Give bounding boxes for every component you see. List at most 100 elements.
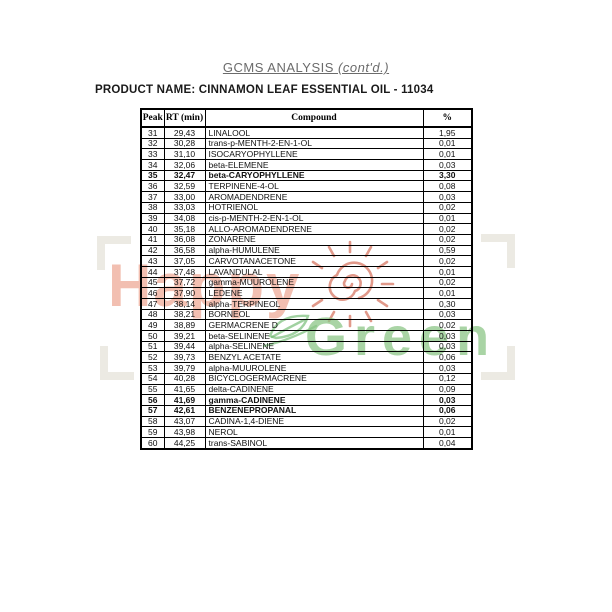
compound-cell: gamma-MUUROLENE [204, 276, 424, 289]
table-row: 40 35,18 ALLO-AROMADENDRENE 0,02 [140, 223, 473, 235]
compound-cell: NEROL [204, 426, 424, 438]
peak-cell: 37 [140, 191, 165, 203]
rt-cell: 44,25 [163, 436, 206, 450]
compound-cell: CADINA-1,4-DIENE [204, 415, 424, 428]
rt-cell: 41,69 [163, 394, 206, 406]
percent-cell: 0,30 [422, 298, 473, 310]
peak-cell: 58 [140, 415, 165, 428]
frame-bracket-top-right-icon [481, 234, 515, 268]
compound-cell: alpha-SELINENE [204, 340, 424, 353]
rt-cell: 38,14 [163, 298, 206, 310]
table-row: 55 41,65 delta-CADINENE 0,09 [140, 383, 473, 396]
compound-cell: BENZENEPROPANAL [204, 404, 424, 417]
table-row: 44 37,48 LAVANDULAL 0,01 [140, 265, 473, 278]
peak-cell: 45 [140, 276, 165, 289]
percent-cell: 0,01 [422, 287, 473, 299]
percent-cell: 0,04 [422, 436, 473, 450]
rt-cell: 32,47 [163, 169, 206, 182]
rt-cell: 38,21 [163, 308, 206, 321]
rt-cell: 37,72 [163, 276, 206, 289]
percent-cell: 0,03 [422, 308, 473, 321]
rt-cell: 43,98 [163, 426, 206, 438]
percent-cell: 0,02 [422, 255, 473, 267]
percent-cell: 0,02 [422, 233, 473, 246]
compound-cell: AROMADENDRENE [204, 191, 424, 203]
frame-bracket-bottom-right-icon [481, 346, 515, 380]
compound-cell: alpha-MUUROLENE [204, 362, 424, 374]
table-row: 34 32,06 beta-ELEMENE 0,03 [140, 159, 473, 171]
header-percent: % [422, 108, 473, 128]
table-row: 50 39,21 beta-SELINENE 0,03 [140, 330, 473, 342]
compound-cell: gamma-CADINENE [204, 394, 424, 406]
compound-cell: ZONARENE [204, 233, 424, 246]
table-row: 60 44,25 trans-SABINOL 0,04 [140, 436, 473, 450]
table-row: 32 30,28 trans-p-MENTH-2-EN-1-OL 0,01 [140, 137, 473, 150]
peak-cell: 34 [140, 159, 165, 171]
percent-cell: 0,09 [422, 383, 473, 396]
table-row: 45 37,72 gamma-MUUROLENE 0,02 [140, 276, 473, 289]
rt-cell: 33,00 [163, 191, 206, 203]
peak-cell: 43 [140, 255, 165, 267]
page-title-cont: (cont'd.) [338, 60, 390, 75]
rt-cell: 32,59 [163, 180, 206, 193]
peak-cell: 59 [140, 426, 165, 438]
percent-cell: 0,02 [422, 415, 473, 428]
peak-cell: 39 [140, 212, 165, 225]
table-row: 38 33,03 HOTRIENOL 0,02 [140, 201, 473, 214]
frame-bracket-bottom-left-icon [100, 346, 134, 380]
peak-cell: 50 [140, 330, 165, 342]
table-header-row: Peak RT (min) Compound % [140, 108, 473, 128]
peak-cell: 35 [140, 169, 165, 182]
table-row: 31 29,43 LINALOOL 1,95 [140, 126, 473, 139]
compound-cell: LEDENE [204, 287, 424, 299]
compound-cell: trans-SABINOL [204, 436, 424, 450]
compound-cell: trans-p-MENTH-2-EN-1-OL [204, 137, 424, 150]
peak-cell: 55 [140, 383, 165, 396]
rt-cell: 35,18 [163, 223, 206, 235]
rt-cell: 34,08 [163, 212, 206, 225]
rt-cell: 36,08 [163, 233, 206, 246]
rt-cell: 38,89 [163, 319, 206, 332]
table-row: 56 41,69 gamma-CADINENE 0,03 [140, 394, 473, 406]
compound-cell: alpha-TERPINEOL [204, 298, 424, 310]
peak-cell: 54 [140, 372, 165, 385]
compound-cell: alpha-HUMULENE [204, 244, 424, 257]
compound-cell: ALLO-AROMADENDRENE [204, 223, 424, 235]
rt-cell: 29,43 [163, 126, 206, 139]
percent-cell: 1,95 [422, 126, 473, 139]
table-row: 47 38,14 alpha-TERPINEOL 0,30 [140, 298, 473, 310]
table-row: 49 38,89 GERMACRENE D 0,02 [140, 319, 473, 332]
compound-cell: TERPINENE-4-OL [204, 180, 424, 193]
rt-cell: 39,44 [163, 340, 206, 353]
compound-cell: BENZYL ACETATE [204, 351, 424, 364]
rt-cell: 33,03 [163, 201, 206, 214]
peak-cell: 32 [140, 137, 165, 150]
percent-cell: 0,02 [422, 319, 473, 332]
peak-cell: 53 [140, 362, 165, 374]
header-compound: Compound [204, 108, 424, 128]
page-title: GCMS ANALYSIS (cont'd.) [0, 60, 612, 75]
peak-cell: 36 [140, 180, 165, 193]
peak-cell: 60 [140, 436, 165, 450]
rt-cell: 37,48 [163, 265, 206, 278]
table-row: 52 39,73 BENZYL ACETATE 0,06 [140, 351, 473, 364]
percent-cell: 0,08 [422, 180, 473, 193]
peak-cell: 44 [140, 265, 165, 278]
table-row: 39 34,08 cis-p-MENTH-2-EN-1-OL 0,01 [140, 212, 473, 225]
page-title-main: GCMS ANALYSIS [222, 60, 339, 75]
percent-cell: 0,03 [422, 330, 473, 342]
peak-cell: 41 [140, 233, 165, 246]
rt-cell: 40,28 [163, 372, 206, 385]
rt-cell: 43,07 [163, 415, 206, 428]
header-rt: RT (min) [163, 108, 206, 128]
percent-cell: 0,01 [422, 426, 473, 438]
table-row: 35 32,47 beta-CARYOPHYLLENE 3,30 [140, 169, 473, 182]
rt-cell: 32,06 [163, 159, 206, 171]
table-row: 54 40,28 BICYCLOGERMACRENE 0,12 [140, 372, 473, 385]
percent-cell: 0,02 [422, 201, 473, 214]
product-name-label: PRODUCT NAME: CINNAMON LEAF ESSENTIAL OI… [95, 84, 434, 96]
rt-cell: 42,61 [163, 404, 206, 417]
table-row: 41 36,08 ZONARENE 0,02 [140, 233, 473, 246]
peak-cell: 40 [140, 223, 165, 235]
